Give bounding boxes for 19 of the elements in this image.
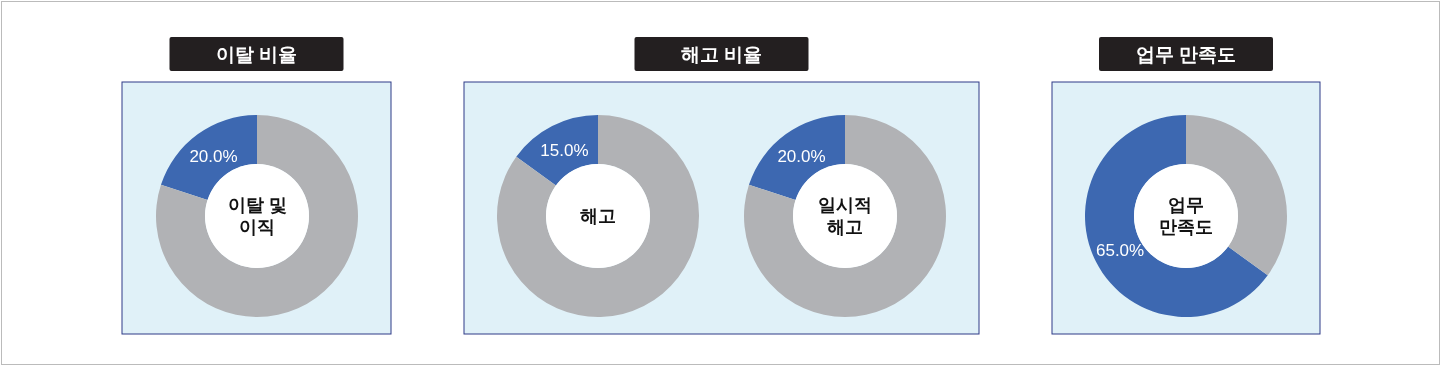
text: 이탈 및 bbox=[227, 195, 287, 216]
text: 이직 bbox=[239, 217, 275, 238]
text: 일시적 bbox=[818, 195, 872, 216]
chart-title: 업무 만족도 bbox=[1135, 43, 1237, 65]
chart-title: 해고 비율 bbox=[680, 43, 763, 65]
donut-slice bbox=[1085, 115, 1268, 317]
donut-slice bbox=[744, 115, 946, 317]
text: 만족도 bbox=[1159, 217, 1213, 238]
data-label: 65.0% bbox=[1095, 240, 1145, 260]
text: 해고 bbox=[580, 206, 616, 227]
data-label: 20.0% bbox=[189, 147, 238, 167]
chart-title: 이탈 비율 bbox=[215, 43, 298, 65]
donut-slice bbox=[497, 115, 699, 317]
data-label: 20.0% bbox=[777, 147, 826, 167]
data-label: 15.0% bbox=[540, 141, 589, 161]
donut-slice bbox=[156, 115, 358, 317]
text: 해고 bbox=[827, 217, 863, 238]
text: 업무 bbox=[1168, 195, 1204, 216]
donut-slice bbox=[516, 115, 598, 186]
